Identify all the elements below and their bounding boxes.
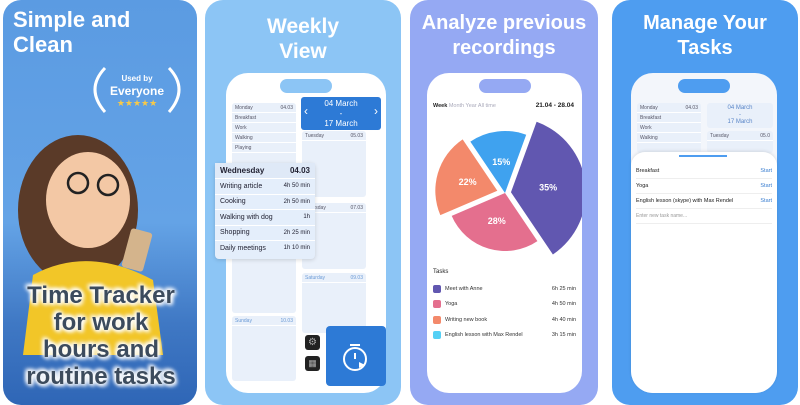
task-name: Daily meetings — [220, 244, 266, 252]
new-task-input[interactable]: Enter new task name... — [636, 209, 772, 224]
task-time: 2h 25 min — [283, 229, 310, 236]
sheet-handle[interactable] — [679, 155, 727, 157]
legend-row: Yoga 4h 50 min — [433, 297, 576, 313]
panel-title: Analyze previous recordings — [421, 12, 587, 59]
promo-panel-simple: Simple and Clean Used by Everyone ★★★★★ T… — [3, 0, 197, 405]
legend-row: Writing new book 4h 40 min — [433, 312, 576, 328]
date-range-picker[interactable]: 04 March -17 March — [707, 103, 773, 128]
date-range-picker[interactable]: ‹ 04 March -17 March › — [301, 97, 381, 130]
pie-label: 35% — [539, 183, 557, 193]
tasks-heading: Tasks — [433, 269, 449, 275]
phone-screen: Week Month Year All time 21.04 - 28.04 3… — [427, 73, 582, 393]
panel-title: Manage Your Tasks — [643, 12, 767, 59]
notch — [478, 79, 531, 93]
legend-task-time: 4h 40 min — [551, 316, 576, 323]
day-card-saturday[interactable]: Saturday 09.03 — [302, 273, 366, 333]
settings-button[interactable]: ⚙ — [305, 335, 320, 350]
badge-main: Everyone — [109, 84, 165, 98]
laurel-badge: Used by Everyone ★★★★★ — [83, 64, 191, 116]
task-row: Yoga Start — [636, 179, 772, 194]
tab-week[interactable]: Week — [433, 103, 448, 109]
task-row[interactable]: Shopping 2h 25 min — [215, 224, 315, 241]
tab-month[interactable]: Month — [448, 103, 465, 109]
tagline: Time Tracker for work hours and routine tas… — [26, 282, 176, 390]
start-timer-button[interactable] — [326, 326, 386, 386]
task-row[interactable]: Cooking 2h 50 min — [215, 193, 315, 210]
promo-panel-tasks: Manage Your Tasks Monday 04.03 Breakfast W… — [612, 0, 798, 405]
task-row: Breakfast Start — [636, 164, 772, 179]
pie-slice-writing-new-book[interactable] — [435, 139, 498, 216]
legend-swatch — [433, 284, 441, 293]
tab-year[interactable]: Year — [465, 103, 477, 109]
badge-top: Used by — [121, 74, 153, 83]
pie-slice-english-lesson[interactable] — [470, 131, 527, 193]
task-row[interactable]: Walking with dog 1h — [215, 209, 315, 225]
task-name: Yoga — [636, 183, 649, 189]
promo-panel-weekly: Weekly View Monday 04.03 Breakfast Work Wa… — [205, 0, 401, 405]
legend-swatch — [433, 331, 441, 340]
task-time: 1h 10 min — [283, 245, 310, 252]
day-card-monday[interactable]: Monday 04.03 Breakfast Work Walking — [637, 103, 701, 153]
task-row[interactable]: Writing article 4h 50 min — [215, 178, 315, 194]
pie-label: 28% — [488, 216, 506, 226]
promo-panel-analyze: Analyze previous recordings Week Month Ye… — [410, 0, 598, 405]
laurel-icon — [93, 66, 181, 113]
legend-row: Meet with Anne 6h 25 min — [433, 281, 576, 297]
legend-swatch — [433, 315, 441, 324]
panel-title: Simple and Clean — [13, 7, 131, 57]
task-sheet: Breakfast Start Yoga Start English lesson (s… — [631, 152, 777, 393]
panel-title: Weekly View — [267, 15, 339, 63]
pie-label: 15% — [492, 157, 510, 167]
stopwatch-icon — [343, 344, 367, 371]
legend-task-time: 4h 50 min — [551, 301, 576, 308]
task-name: Walking with dog — [220, 213, 273, 221]
task-row: English lesson (skype) with Max Rendel St… — [636, 194, 772, 209]
period-tabs: Week Month Year All time — [433, 103, 496, 109]
legend-task-name: Writing new book — [445, 316, 488, 323]
task-name: Cooking — [220, 198, 246, 206]
notch — [280, 79, 332, 93]
task-row[interactable]: Daily meetings 1h 10 min — [215, 240, 315, 256]
start-button[interactable]: Start — [760, 183, 772, 189]
tab-all-time[interactable]: All time — [477, 103, 496, 109]
task-name: English lesson (skype) with Max Rendel — [636, 198, 734, 204]
calendar-button[interactable]: ▦ — [305, 356, 320, 371]
legend-task-name: Meet with Anne — [445, 285, 483, 292]
task-time: 2h 50 min — [283, 198, 310, 205]
pie-slice-meet-with-anne[interactable] — [510, 121, 582, 255]
pie-label: 22% — [459, 177, 477, 187]
next-arrow-icon[interactable]: › — [374, 104, 378, 118]
task-name: Breakfast — [636, 168, 660, 174]
day-name: Thursday — [305, 204, 326, 211]
range-label: 21.04 - 28.04 — [535, 102, 574, 109]
legend-task-name: Yoga — [445, 301, 458, 308]
prev-arrow-icon[interactable]: ‹ — [304, 104, 308, 118]
notch — [678, 79, 730, 93]
start-button[interactable]: Start — [760, 198, 772, 204]
task-time: 1h — [303, 214, 310, 221]
task-name: Writing article — [220, 182, 263, 190]
pie-chart: 35% 28% 22% 15% — [435, 121, 582, 255]
start-button[interactable]: Start — [760, 168, 772, 174]
legend-task-name: English lesson with Max Rendel — [445, 332, 523, 339]
task-time: 4h 50 min — [283, 183, 310, 190]
day-card-tuesday[interactable]: Tuesday 05.0 — [707, 131, 773, 153]
day-card-wednesday[interactable]: Wednesday 04.03 Writing article 4h 50 min C… — [215, 163, 315, 259]
task-name: Shopping — [220, 229, 250, 237]
legend-task-time: 3h 15 min — [551, 332, 576, 339]
pie-slice-yoga[interactable] — [451, 193, 538, 252]
star-rating: ★★★★★ — [116, 98, 158, 108]
legend-swatch — [433, 300, 441, 309]
day-card-sunday[interactable]: Sunday 10.03 — [232, 316, 296, 381]
character-illustration — [18, 135, 163, 355]
legend-row: English lesson with Max Rendel 3h 15 min — [433, 328, 576, 344]
legend-task-time: 6h 25 min — [551, 285, 576, 292]
phone-screen: Monday 04.03 Breakfast Work Walking 04 Ma… — [631, 73, 777, 393]
